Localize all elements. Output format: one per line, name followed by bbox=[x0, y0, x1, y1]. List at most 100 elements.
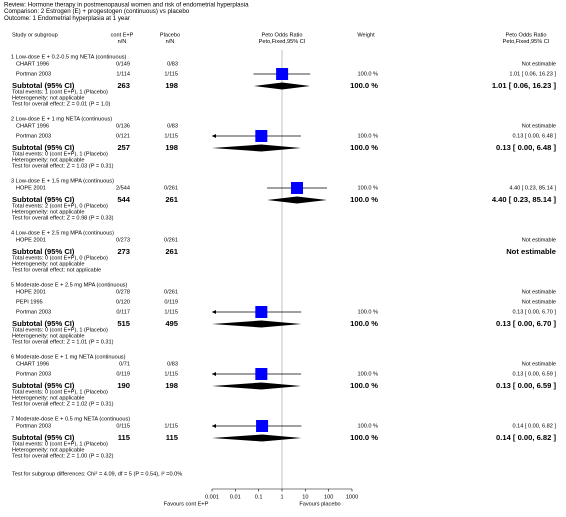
result: 4.40 [ 0.23, 85.14 ] bbox=[509, 185, 556, 191]
subtotal-total: 198 bbox=[165, 381, 178, 390]
subtotal-diamond bbox=[253, 82, 311, 90]
study-name: HOPE 2001 bbox=[16, 185, 46, 191]
column-header: Peto,Fixed,95% CI bbox=[503, 39, 550, 45]
group-title: 1 Low-dose E + 0.2-0.5 mg NETA (continuo… bbox=[11, 54, 127, 60]
subtotal-total: 115 bbox=[118, 433, 131, 442]
subtotal-diamond bbox=[212, 320, 302, 328]
study-square bbox=[276, 68, 289, 80]
x-tick-label: 0.1 bbox=[255, 494, 263, 500]
weight: 100.0 % bbox=[357, 309, 378, 315]
subtotal-note: Test for overall effect: Z = 1.02 (P = 0… bbox=[12, 401, 114, 407]
group-title: 5 Moderate-dose E + 2.5 mg MPA (continuo… bbox=[11, 282, 127, 288]
result: 0.13 [ 0.00, 6.59 ] bbox=[512, 371, 556, 377]
subtotal-note: Heterogeneity: not applicable bbox=[12, 261, 84, 267]
favours-right: Favours placebo bbox=[299, 501, 340, 507]
subtotal-note: Test for overall effect: Z = 1.00 (P = 0… bbox=[12, 453, 114, 459]
group-title: 6 Moderate-dose E + 1 mg NETA (continuou… bbox=[11, 354, 126, 360]
subtotal-note: Total events: 2 (cont E+P), 0 (Placebo) bbox=[12, 203, 108, 209]
x-tick-label: 100 bbox=[324, 494, 333, 500]
subtotal-total: 544 bbox=[117, 195, 130, 204]
x-tick-label: 0.001 bbox=[205, 494, 219, 500]
ci-arrow bbox=[212, 372, 216, 376]
result: 0.13 [ 0.00, 6.70 ] bbox=[512, 309, 556, 315]
events: 1/114 bbox=[116, 71, 130, 77]
column-header: Weight bbox=[357, 32, 375, 38]
x-tick-label: 1 bbox=[280, 494, 283, 500]
x-tick-label: 10 bbox=[302, 494, 308, 500]
events: 1/115 bbox=[164, 71, 178, 77]
events: 1/115 bbox=[164, 423, 178, 429]
result: Not estimable bbox=[522, 361, 556, 367]
result: 0.14 [ 0.00, 6.82 ] bbox=[512, 423, 556, 429]
study-name: PEPI 1995 bbox=[16, 299, 43, 305]
subtotal-total: 261 bbox=[165, 195, 178, 204]
favours-left: Favours cont E+P bbox=[164, 501, 209, 507]
header-line: Comparison: 2 Estrogen (E) + progestogen… bbox=[4, 8, 190, 15]
study-name: Portman 2003 bbox=[16, 423, 51, 429]
events: 0/83 bbox=[167, 361, 178, 367]
subtotal-note: Test for overall effect: not applicable bbox=[12, 267, 101, 273]
events: 0/278 bbox=[116, 289, 130, 295]
weight: 100.0 % bbox=[357, 71, 378, 77]
subtotal-total: 198 bbox=[165, 81, 178, 90]
header-line: Review: Hormone therapy in postmenopausa… bbox=[4, 2, 249, 9]
subtotal-note: Total events: 0 (cont E+P), 1 (Placebo) bbox=[12, 389, 108, 395]
study-square bbox=[291, 182, 304, 194]
events: 0/261 bbox=[164, 185, 178, 191]
ci-arrow bbox=[212, 424, 216, 428]
subtotal-note: Heterogeneity: not applicable bbox=[12, 333, 84, 339]
subtotal-weight: 100.0 % bbox=[350, 433, 378, 442]
column-header: Peto Odds Ratio bbox=[505, 32, 546, 38]
subtotal-note: Heterogeneity: not applicable bbox=[12, 447, 84, 453]
result: Not estimable bbox=[522, 123, 556, 129]
subtotal-total: 198 bbox=[165, 143, 178, 152]
subtotal-total: 495 bbox=[165, 319, 178, 328]
subtotal-weight: 100.0 % bbox=[350, 381, 378, 390]
events: 0/136 bbox=[116, 123, 130, 129]
study-name: CHART 1996 bbox=[16, 361, 49, 367]
group-title: 4 Low-dose E + 2.5 mg MPA (continuous) bbox=[11, 230, 114, 236]
subtotal-label: Subtotal (95% CI) bbox=[12, 247, 75, 256]
subtotal-note: Total events: 1 (cont E+P), 1 (Placebo) bbox=[12, 89, 108, 95]
weight: 100.0 % bbox=[357, 423, 378, 429]
subtotal-total: 273 bbox=[117, 247, 130, 256]
result: Not estimable bbox=[522, 61, 556, 67]
column-header: Peto Odds Ratio bbox=[261, 32, 302, 38]
group-title: 7 Moderate-dose E + 0.5 mg NETA (continu… bbox=[11, 416, 130, 422]
subtotal-total: 263 bbox=[117, 81, 130, 90]
subtotal-weight: 100.0 % bbox=[350, 81, 378, 90]
result: Not estimable bbox=[522, 289, 556, 295]
events: 0/71 bbox=[119, 361, 130, 367]
events: 2/544 bbox=[116, 185, 130, 191]
result: Not estimable bbox=[522, 237, 556, 243]
column-header: Peto,Fixed,95% CI bbox=[259, 39, 306, 45]
subtotal-total: 115 bbox=[166, 433, 179, 442]
subtotal-label: Subtotal (95% CI) bbox=[12, 81, 75, 90]
subtotal-total: 261 bbox=[165, 247, 178, 256]
result: 0.13 [ 0.00, 6.48 ] bbox=[512, 133, 556, 139]
study-name: Portman 2003 bbox=[16, 309, 51, 315]
result: 1.01 [ 0.06, 16.23 ] bbox=[509, 71, 556, 77]
subtotal-label: Subtotal (95% CI) bbox=[12, 433, 75, 442]
subtotal-result: 4.40 [ 0.23, 85.14 ] bbox=[492, 195, 557, 204]
subtotal-label: Subtotal (95% CI) bbox=[12, 381, 75, 390]
subtotal-note: Test for overall effect: Z = 0.01 (P = 1… bbox=[12, 101, 110, 107]
subtotal-result: 0.14 [ 0.00, 6.82 ] bbox=[496, 433, 556, 442]
events: 0/83 bbox=[167, 123, 178, 129]
events: 1/115 bbox=[164, 309, 178, 315]
subtotal-total: 515 bbox=[117, 319, 130, 328]
subtotal-total: 257 bbox=[117, 143, 130, 152]
subtotal-note: Heterogeneity: not applicable bbox=[12, 209, 84, 215]
subtotal-note: Total events: 0 (cont E+P), 1 (Placebo) bbox=[12, 151, 108, 157]
events: 0/121 bbox=[116, 133, 130, 139]
subtotal-note: Total events: 0 (cont E+P), 1 (Placebo) bbox=[12, 327, 108, 333]
subtotal-result: Not estimable bbox=[506, 247, 556, 256]
weight: 100.0 % bbox=[357, 185, 378, 191]
column-header: cont E+P bbox=[111, 32, 134, 38]
subtotal-diamond bbox=[267, 196, 328, 204]
subtotal-diamond bbox=[212, 144, 301, 152]
events: 0/83 bbox=[167, 61, 178, 67]
study-square bbox=[255, 306, 268, 318]
subtotal-result: 1.01 [ 0.06, 16.23 ] bbox=[492, 81, 557, 90]
